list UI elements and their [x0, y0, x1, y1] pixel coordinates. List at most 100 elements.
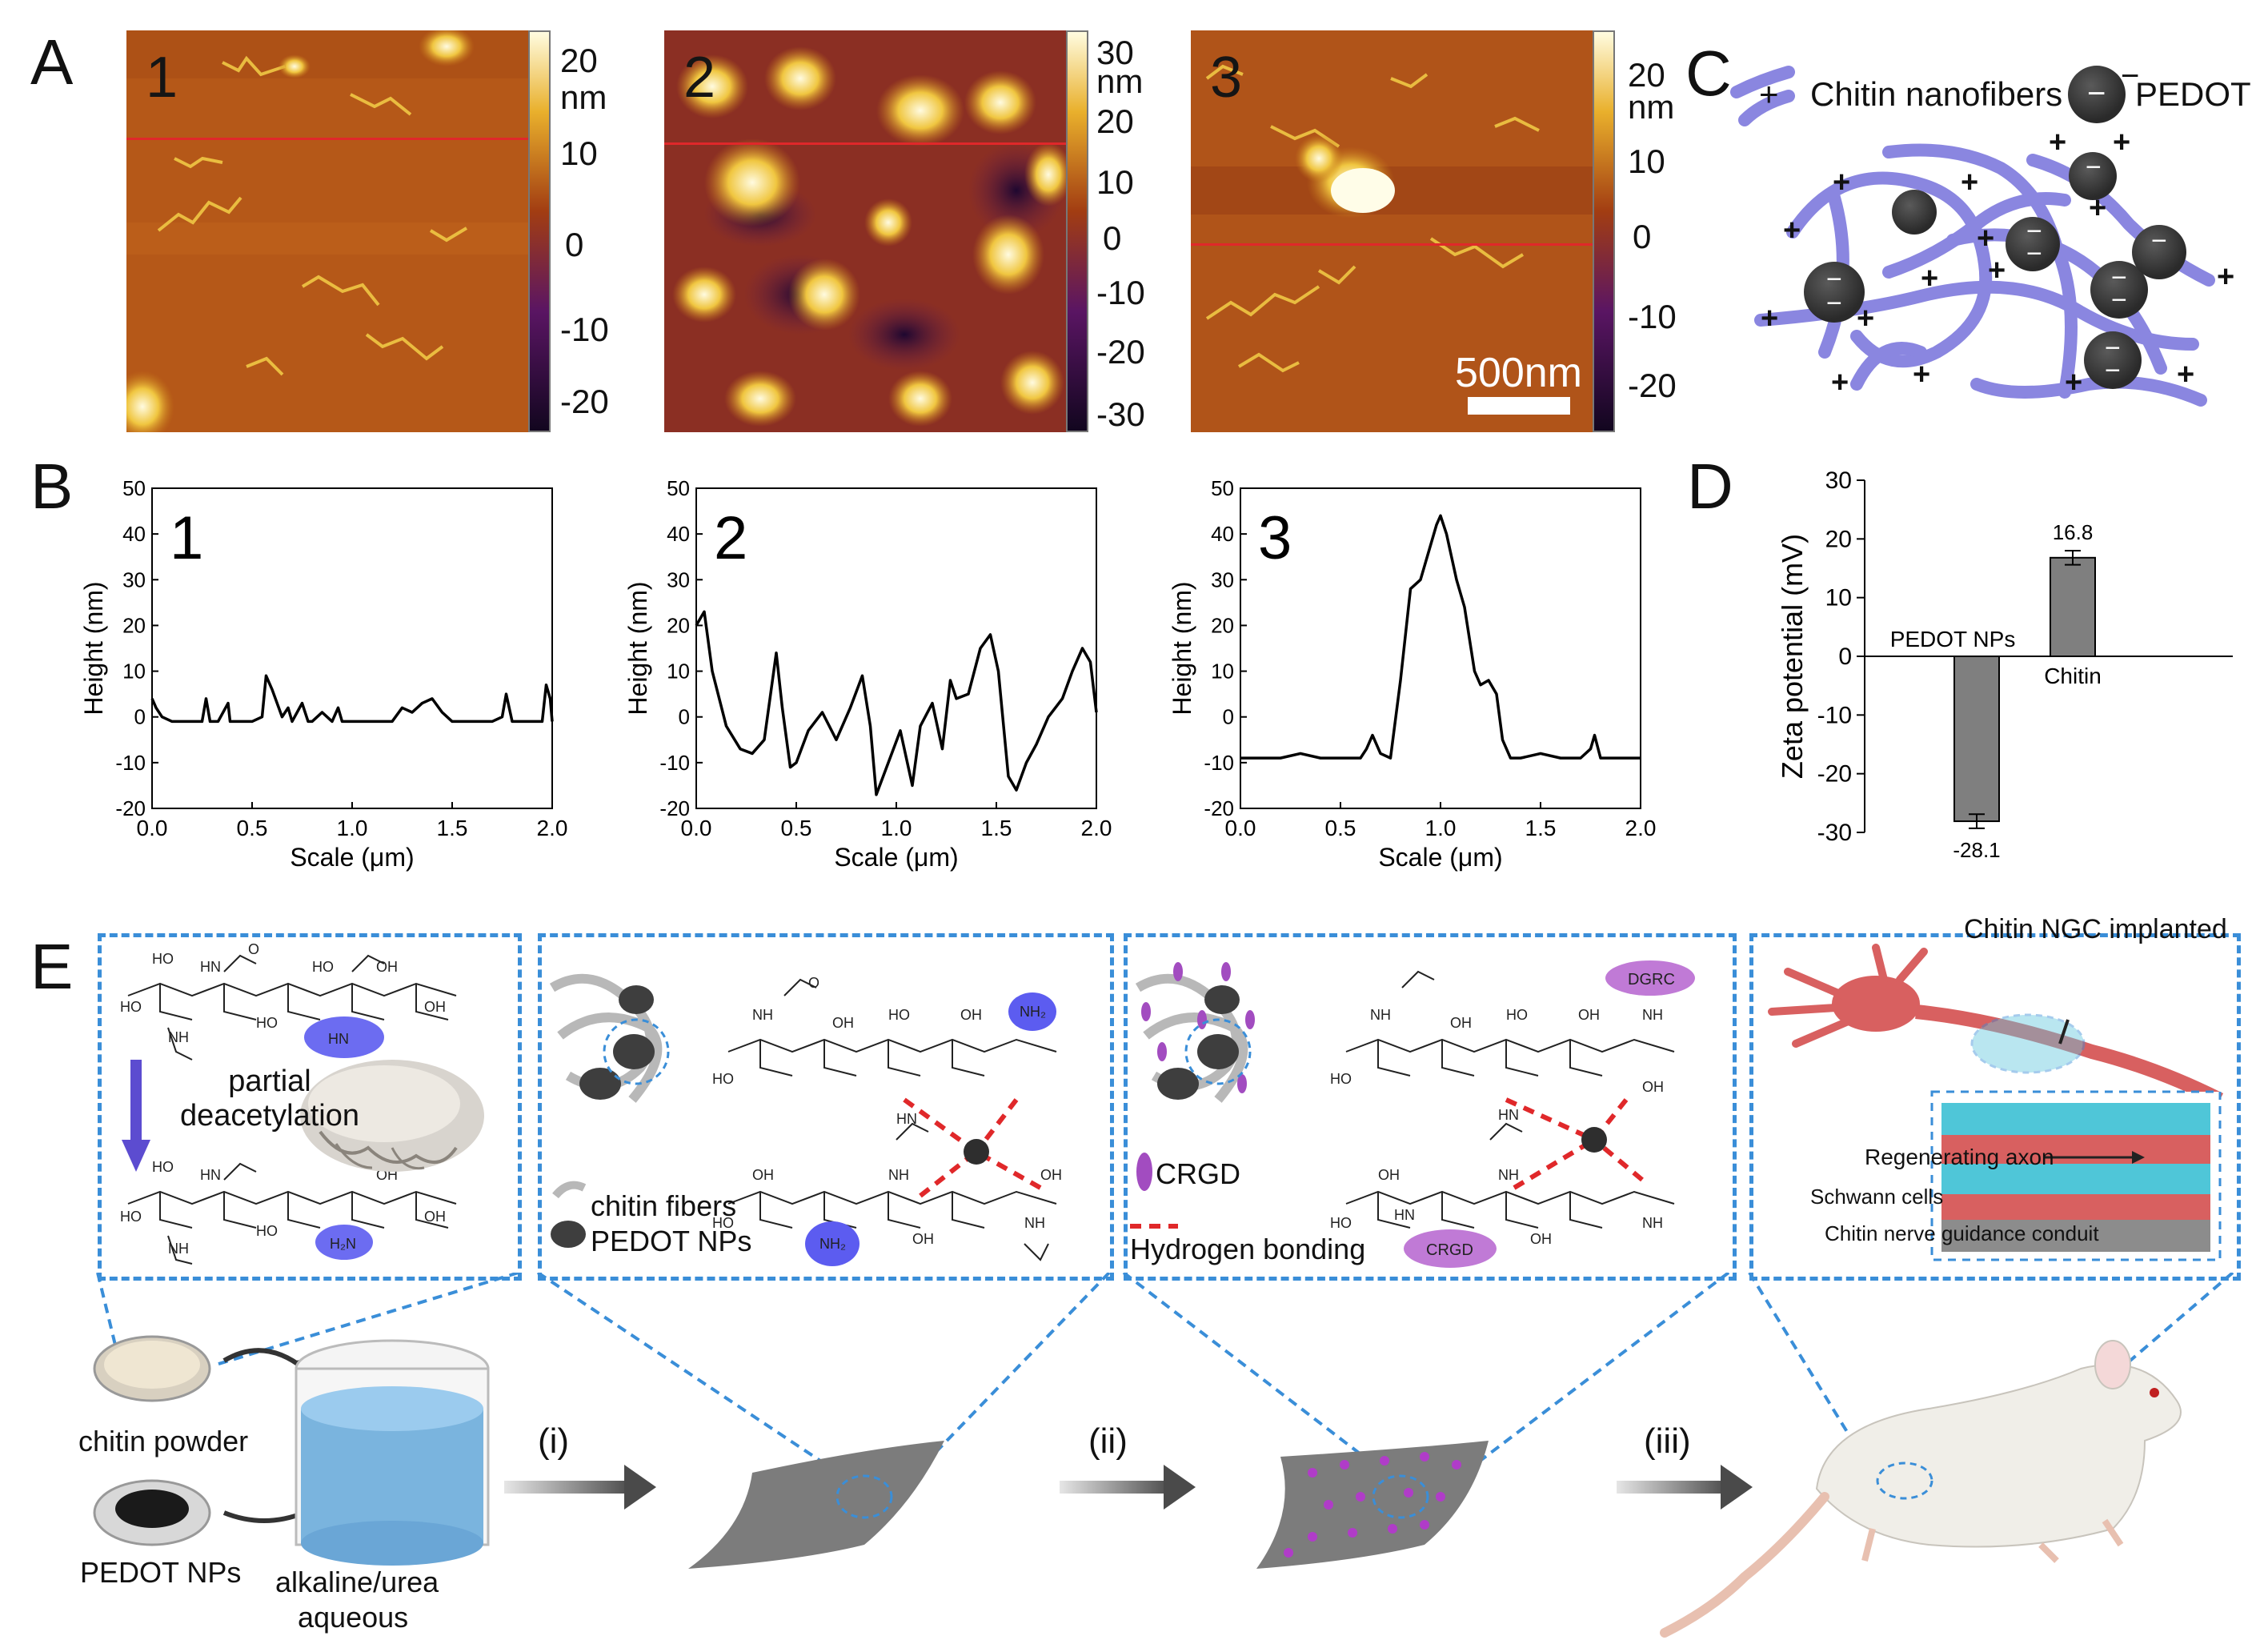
- x-tick-label: 0.0: [137, 816, 168, 840]
- legend-crgd-icon: [1136, 1153, 1152, 1191]
- svg-text:−: −: [2026, 216, 2042, 247]
- x-tick-label: 2.0: [1081, 816, 1112, 840]
- legend-pedot-nps-label: PEDOT NPs: [591, 1225, 752, 1257]
- bar: [1953, 656, 2000, 823]
- svg-text:+: +: [2113, 126, 2130, 159]
- chart-d: -30 -20 -10 0 10 20 30 Zeta potential (mV) -28.1…: [1776, 467, 2233, 862]
- chem-structure-composite: NH O HO OH HO OH NH₂ HN OH NH OH HO NH₂ …: [549, 973, 1062, 1266]
- svg-text:HO: HO: [1330, 1215, 1352, 1231]
- colorbar-3-tick: -20: [1628, 367, 1677, 404]
- svg-text:OH: OH: [376, 959, 398, 975]
- svg-text:NH: NH: [168, 1029, 189, 1045]
- chitin-powder-dish: [93, 1335, 211, 1402]
- x-tick-label: 2.0: [537, 816, 568, 840]
- y-tick-label: 50: [122, 476, 146, 500]
- plot-frame: [695, 487, 1097, 809]
- svg-text:OH: OH: [1040, 1167, 1062, 1183]
- panel-label-d: D: [1687, 451, 1733, 522]
- y-tick-label: 30: [667, 567, 690, 591]
- colorbar-2-tick: 0: [1103, 219, 1122, 257]
- fiber-cluster-image: [549, 973, 670, 1103]
- svg-text:+: +: [1977, 222, 1994, 255]
- deacetylation-label: partial deacetylation: [180, 1065, 359, 1133]
- svg-text:OH: OH: [1378, 1167, 1400, 1183]
- box-deacetylation: [98, 933, 522, 1281]
- beaker-alkaline-urea: [295, 1339, 490, 1566]
- crgd-fiber-cluster-image: [1135, 962, 1255, 1103]
- pedot-nps-dish-label: PEDOT NPs: [80, 1556, 242, 1589]
- solvent-label-line1: alkaline/urea: [275, 1566, 439, 1598]
- colorbar-3-tick: -10: [1628, 298, 1677, 335]
- crab-shell-image: [300, 1060, 484, 1172]
- svg-text:HO: HO: [120, 1209, 142, 1225]
- scalebar-label: 500nm: [1455, 350, 1582, 396]
- y-tick-label: 0: [1838, 644, 1852, 670]
- y-tick-label: -10: [115, 751, 146, 775]
- afm-profile-line-2: [664, 142, 1066, 145]
- colorbar-2-tick: 20: [1096, 102, 1134, 140]
- box-crgd-grafting: [1124, 933, 1737, 1281]
- y-tick-label: -10: [1204, 751, 1234, 775]
- svg-text:−: −: [2026, 239, 2042, 269]
- colorbar-2-tick: -20: [1096, 333, 1145, 371]
- y-tick-label: 30: [1825, 467, 1852, 494]
- plot-number: 1: [170, 504, 203, 572]
- y-tick-label: 40: [1211, 522, 1234, 546]
- scalebar: [1468, 397, 1570, 415]
- svg-text:HO: HO: [712, 1071, 734, 1087]
- svg-text:+: +: [1913, 358, 1930, 391]
- height-profile-line: [150, 674, 554, 724]
- svg-text:+: +: [2065, 366, 2082, 399]
- svg-text:−: −: [2087, 76, 2106, 111]
- svg-text:+: +: [1759, 75, 1779, 113]
- svg-text:NH: NH: [1370, 1007, 1391, 1023]
- svg-text:HO: HO: [120, 999, 142, 1015]
- svg-text:NH: NH: [1642, 1215, 1663, 1231]
- category-label: Chitin: [2044, 664, 2102, 688]
- colorbar-1: [528, 30, 551, 432]
- legend-fiber-icon: +: [1730, 66, 1795, 126]
- value-label: -28.1: [1953, 838, 2000, 862]
- y-tick-label: 20: [667, 613, 690, 637]
- y-tick-label: 20: [122, 613, 146, 637]
- svg-text:OH: OH: [1642, 1079, 1664, 1095]
- afm-image-1: 1: [126, 30, 528, 432]
- y-tick-label: 10: [1211, 660, 1234, 684]
- svg-text:NH: NH: [1024, 1215, 1045, 1231]
- svg-text:O: O: [248, 941, 259, 957]
- x-tick-label: 1.0: [337, 816, 368, 840]
- crgd-grafted-film: [1256, 1441, 1489, 1569]
- y-tick-label: -30: [1817, 820, 1852, 846]
- svg-text:HN: HN: [1394, 1207, 1415, 1223]
- panel-c-schematic: + Chitin nanofibers − − PEDOT −− −− −− −…: [1730, 58, 2251, 407]
- solvent-label-line2: aqueous: [298, 1601, 409, 1634]
- afm-image-2: 2: [664, 30, 1066, 432]
- svg-text:+: +: [2089, 191, 2106, 225]
- conduit-layers: [1941, 1103, 2210, 1252]
- svg-text:NH₂: NH₂: [819, 1236, 846, 1252]
- legend-crgd-label: CRGD: [1156, 1157, 1240, 1190]
- x-tick-label: 0.5: [1325, 816, 1356, 840]
- fiber-charges: +++ +++ +++ + ++ + ++ +: [1761, 126, 2234, 399]
- svg-text:H₂N: H₂N: [330, 1236, 356, 1252]
- legend-pedot-label: PEDOT: [2135, 75, 2251, 113]
- x-tick-label: 2.0: [1625, 816, 1657, 840]
- colorbar-3-unit: nm: [1628, 88, 1675, 126]
- svg-text:HO: HO: [1506, 1007, 1528, 1023]
- svg-text:−: −: [2086, 152, 2102, 182]
- chart-b1: 0.0 0.5 1.0 1.5 2.0 -20 -10 0 10 20 30 40 50 Scale (μ…: [79, 476, 568, 872]
- y-tick-label: -20: [115, 796, 146, 820]
- colorbar-2-tick: -30: [1096, 395, 1145, 433]
- y-tick-label: 30: [122, 567, 146, 591]
- colorbar-3: [1593, 30, 1615, 432]
- panel-label-c: C: [1685, 38, 1732, 109]
- svg-text:NH: NH: [168, 1241, 189, 1257]
- y-tick-label: 10: [1825, 585, 1852, 611]
- y-axis-label: Height (nm): [1168, 581, 1196, 715]
- svg-text:+: +: [1833, 166, 1850, 199]
- svg-text:OH: OH: [1450, 1015, 1472, 1031]
- afm-profile-line-3: [1191, 243, 1593, 246]
- colorbar-1-tick: -10: [560, 311, 609, 348]
- y-tick-label: 40: [667, 522, 690, 546]
- svg-text:OH: OH: [960, 1007, 982, 1023]
